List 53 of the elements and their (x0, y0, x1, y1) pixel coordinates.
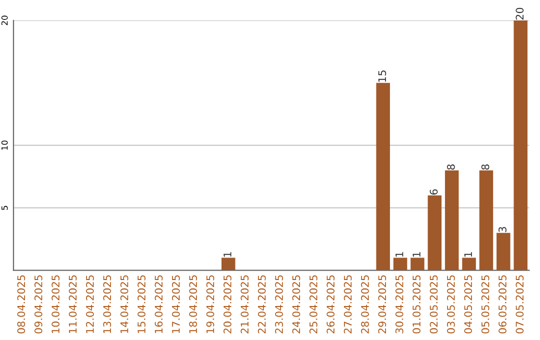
data-label: 8 (481, 164, 490, 170)
x-tick-label: 22.04.2025 (258, 275, 266, 334)
bar (479, 170, 494, 270)
x-tick-label: 26.04.2025 (326, 275, 335, 334)
bar (376, 82, 390, 270)
x-tick-label: 14.04.2025 (120, 275, 128, 333)
x-tick-label: 01.05.2025 (412, 275, 420, 334)
x-tick-label: 13.04.2025 (103, 275, 112, 333)
x-tick-label: 19.04.2025 (206, 275, 214, 333)
y-tick-label: 20 (1, 16, 8, 26)
x-tick-label: 09.04.2025 (34, 275, 42, 334)
data-label: 1 (224, 252, 232, 257)
x-tick-label: 11.04.2025 (68, 275, 77, 333)
x-tick-label: 25.04.2025 (309, 275, 318, 334)
x-tick-label: 03.05.2025 (446, 275, 455, 334)
x-tick-label: 15.04.2025 (138, 275, 146, 333)
x-tick-label: 27.04.2025 (344, 275, 352, 334)
x-tick-label: 05.05.2025 (481, 275, 490, 334)
y-tick-label: 10 (1, 140, 8, 150)
x-tick-label: 07.05.2025 (516, 275, 524, 334)
x-tick-label: 29.04.2025 (378, 275, 386, 334)
data-label: 20 (516, 8, 524, 20)
data-label: 1 (396, 252, 404, 257)
x-tick-label: 02.05.2025 (430, 275, 438, 334)
data-label: 1 (464, 252, 472, 257)
x-tick-label: 12.04.2025 (86, 275, 94, 333)
data-label: 1 (412, 252, 420, 257)
x-tick-label: 16.04.2025 (154, 275, 163, 333)
bar (393, 258, 408, 270)
data-label: 15 (378, 70, 386, 82)
bar (514, 20, 528, 270)
x-tick-label: 08.04.2025 (17, 275, 26, 334)
x-tick-label: 30.04.2025 (395, 275, 404, 334)
bar (496, 232, 510, 270)
bar (444, 170, 459, 270)
x-tick-label: 23.04.2025 (275, 275, 283, 334)
x-tick-label: 28.04.2025 (361, 275, 369, 334)
bar (462, 258, 476, 270)
x-tick-label: 20.04.2025 (224, 275, 232, 334)
bar (222, 258, 236, 270)
x-tick-label: 18.04.2025 (189, 275, 198, 333)
data-label: 6 (430, 189, 438, 195)
data-label: 3 (498, 227, 506, 232)
x-tick-label: 24.04.2025 (292, 275, 300, 334)
x-tick-label: 10.04.2025 (52, 275, 60, 333)
bar (410, 258, 424, 270)
x-tick-label: 17.04.2025 (172, 275, 180, 333)
x-tick-label: 21.04.2025 (240, 275, 249, 334)
y-tick-label: 5 (2, 206, 8, 210)
bar (428, 195, 442, 270)
x-tick-label: 04.05.2025 (464, 275, 472, 334)
x-tick-label: 06.05.2025 (498, 275, 506, 334)
data-label: 8 (446, 164, 455, 170)
